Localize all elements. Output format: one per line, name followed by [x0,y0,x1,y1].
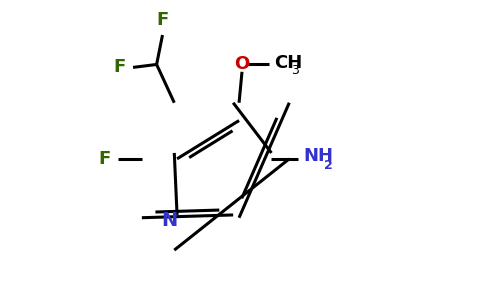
Text: F: F [113,58,126,76]
Text: 2: 2 [324,159,333,172]
Text: F: F [99,150,111,168]
Text: F: F [156,11,168,29]
Text: N: N [162,211,178,230]
Text: 3: 3 [291,64,299,77]
Text: NH: NH [304,147,334,165]
Text: O: O [234,56,250,74]
Text: CH: CH [274,54,302,72]
